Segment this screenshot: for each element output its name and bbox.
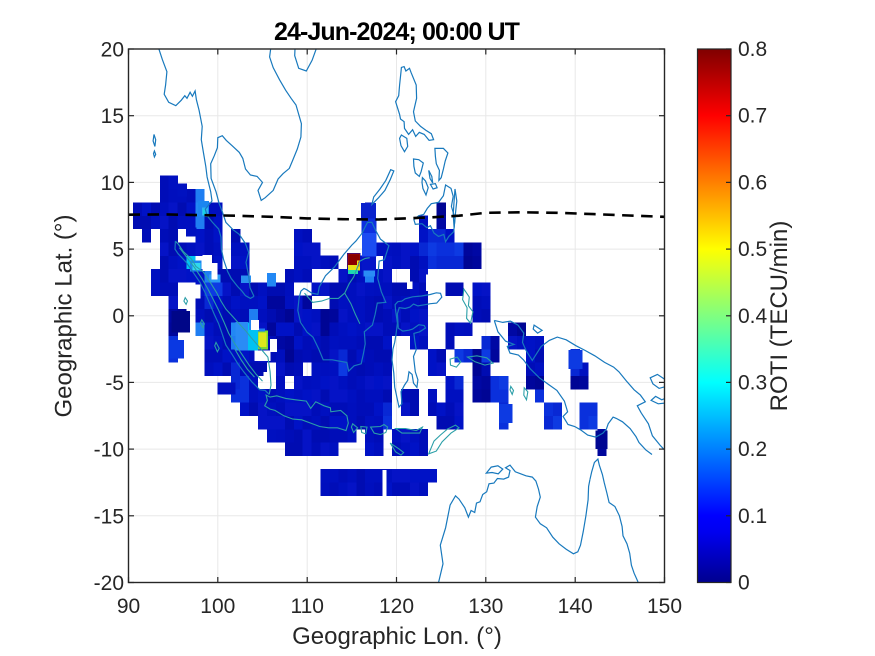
svg-text:0.4: 0.4: [738, 305, 768, 328]
svg-text:-20: -20: [94, 572, 124, 595]
svg-text:130: 130: [468, 595, 503, 618]
svg-text:ROTI (TECU/min): ROTI (TECU/min): [766, 221, 793, 412]
svg-text:100: 100: [200, 595, 235, 618]
svg-text:0.3: 0.3: [738, 371, 767, 394]
svg-text:0.2: 0.2: [738, 438, 767, 461]
svg-text:-15: -15: [94, 505, 124, 528]
svg-text:20: 20: [101, 39, 124, 62]
svg-text:140: 140: [558, 595, 593, 618]
svg-text:0.8: 0.8: [738, 38, 767, 61]
svg-text:120: 120: [379, 595, 414, 618]
svg-text:Geographic Lat. (°): Geographic Lat. (°): [51, 214, 78, 417]
svg-text:150: 150: [647, 595, 682, 618]
svg-text:-5: -5: [105, 372, 124, 395]
svg-text:0.7: 0.7: [738, 105, 767, 128]
svg-text:0.5: 0.5: [738, 238, 767, 261]
svg-text:5: 5: [112, 239, 124, 262]
svg-text:10: 10: [101, 172, 124, 195]
svg-text:15: 15: [101, 105, 124, 128]
svg-text:0.6: 0.6: [738, 171, 767, 194]
svg-text:24-Jun-2024; 00:00 UT: 24-Jun-2024; 00:00 UT: [274, 18, 520, 46]
svg-text:-10: -10: [94, 439, 124, 462]
svg-text:0.1: 0.1: [738, 505, 767, 528]
svg-text:90: 90: [117, 595, 140, 618]
svg-text:110: 110: [290, 595, 323, 618]
svg-text:0: 0: [738, 572, 750, 595]
svg-text:Geographic Lon. (°): Geographic Lon. (°): [292, 623, 502, 650]
svg-text:0: 0: [112, 305, 124, 328]
